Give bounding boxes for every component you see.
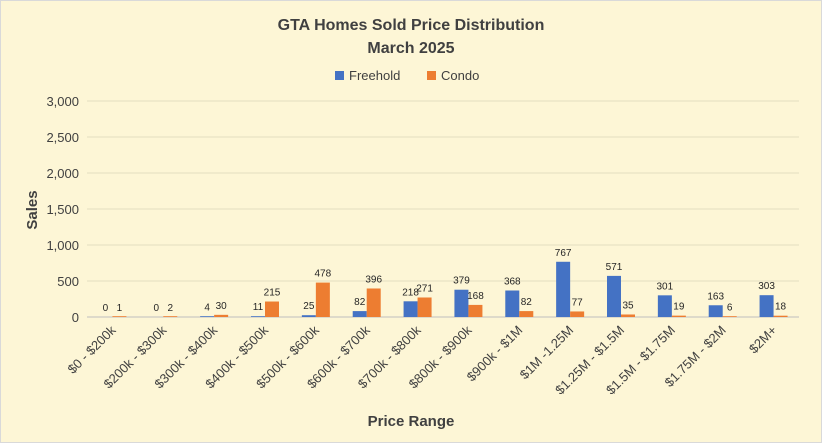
data-label-condo: 168 [467, 291, 484, 302]
data-label-freehold: 368 [504, 277, 521, 288]
bar-condo [519, 311, 534, 317]
data-label-condo: 82 [521, 297, 533, 308]
data-label-condo: 18 [775, 302, 787, 313]
bar-freehold [251, 316, 265, 317]
legend-swatch-freehold [335, 71, 344, 80]
x-tick-label: $0 - $200k [65, 322, 119, 376]
bar-condo [417, 297, 432, 317]
bar-freehold [505, 290, 520, 317]
bar-condo [112, 316, 127, 317]
bar-condo [214, 314, 229, 317]
data-label-condo: 19 [673, 302, 685, 313]
legend-swatch-condo [427, 71, 436, 80]
data-label-freehold: 767 [555, 248, 572, 259]
data-label-freehold: 82 [354, 297, 366, 308]
y-tick-label: 3,000 [46, 94, 79, 109]
bar-condo [468, 304, 483, 317]
bar-condo [315, 282, 330, 317]
bar-freehold [708, 305, 723, 317]
y-tick-label: 500 [57, 274, 79, 289]
bar-condo [366, 288, 381, 317]
legend-label-freehold: Freehold [349, 68, 400, 83]
bar-freehold [200, 316, 215, 317]
data-label-condo: 30 [216, 301, 228, 312]
data-label-freehold: 571 [606, 262, 623, 273]
bar-condo [773, 315, 788, 317]
y-tick-label: 0 [72, 310, 79, 325]
bar-condo [621, 314, 635, 317]
x-axis-ticks: $0 - $200k$200k - $300k$300k - $400k$400… [65, 322, 780, 397]
bar-freehold [454, 289, 469, 317]
y-tick-label: 1,500 [46, 202, 79, 217]
data-label-condo: 271 [416, 283, 433, 294]
bar-condo [265, 301, 279, 317]
legend: Freehold Condo [335, 68, 479, 83]
data-label-freehold: 303 [758, 281, 775, 292]
bars [112, 261, 788, 317]
bar-condo [722, 316, 737, 317]
data-labels: 0 1 0 2 4 30 112152547882396218271379168368827… [103, 248, 787, 314]
y-axis-title: Sales [24, 190, 41, 229]
bar-condo [163, 316, 178, 317]
data-label-freehold: 379 [453, 276, 470, 287]
data-label-condo: 1 [117, 303, 123, 314]
bar-freehold [403, 301, 418, 317]
y-axis-ticks: 0 500 1,000 1,500 2,000 2,500 3,000 [46, 94, 79, 325]
bar-freehold [759, 295, 774, 317]
data-label-condo: 396 [365, 274, 382, 285]
bar-condo [570, 311, 585, 317]
data-label-condo: 215 [264, 288, 281, 299]
data-label-freehold: 0 [103, 303, 109, 314]
data-label-condo: 6 [727, 303, 733, 314]
bar-freehold [352, 311, 367, 317]
data-label-freehold: 301 [657, 281, 674, 292]
data-label-freehold: 4 [204, 303, 210, 314]
bar-freehold [657, 295, 672, 317]
y-tick-label: 2,000 [46, 166, 79, 181]
bar-condo [671, 315, 686, 317]
data-label-freehold: 0 [154, 303, 160, 314]
data-label-condo: 2 [168, 303, 174, 314]
x-tick-label: $2M+ [746, 323, 780, 357]
x-axis-title: Price Range [368, 413, 455, 430]
bar-freehold [556, 261, 571, 317]
data-label-freehold: 11 [253, 302, 264, 313]
gridlines [87, 100, 799, 318]
chart-title: GTA Homes Sold Price Distribution [278, 17, 545, 34]
y-tick-label: 1,000 [46, 238, 79, 253]
data-label-freehold: 218 [402, 287, 419, 298]
bar-freehold [607, 275, 621, 317]
data-label-condo: 35 [622, 300, 634, 311]
data-label-condo: 478 [315, 269, 332, 280]
data-label-freehold: 25 [303, 301, 315, 312]
chart-subtitle: March 2025 [367, 40, 454, 57]
y-tick-label: 2,500 [46, 130, 79, 145]
data-label-freehold: 163 [707, 291, 724, 302]
bar-freehold [301, 315, 316, 317]
data-label-condo: 77 [572, 297, 584, 308]
legend-label-condo: Condo [441, 68, 479, 83]
